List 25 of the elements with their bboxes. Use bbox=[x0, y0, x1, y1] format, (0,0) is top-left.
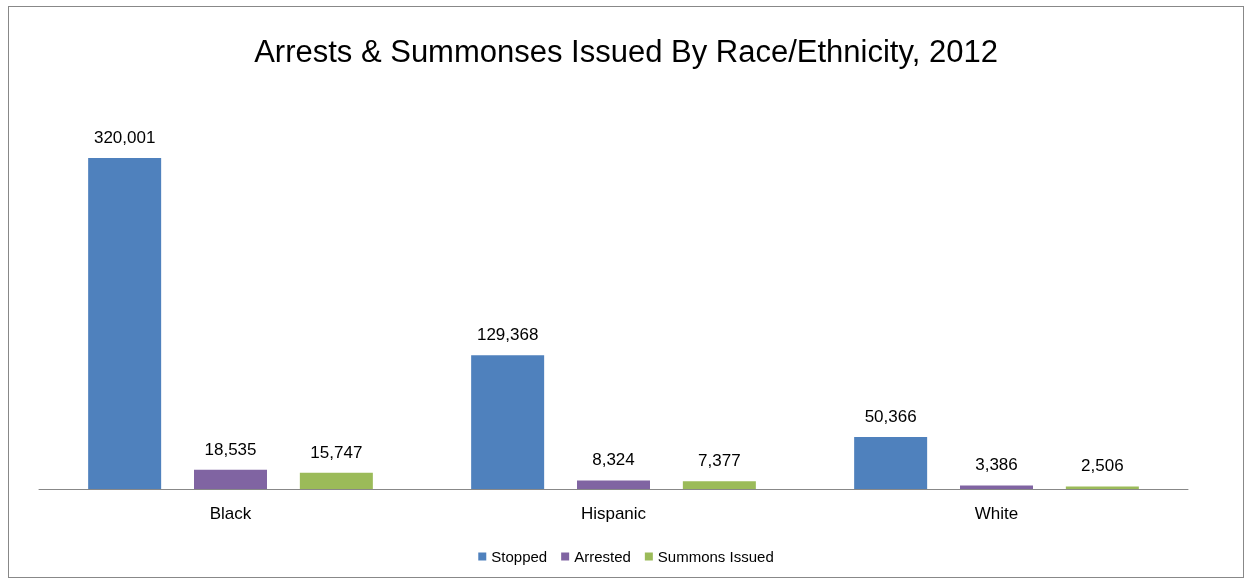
bar bbox=[960, 485, 1033, 489]
legend-label: Arrested bbox=[574, 548, 631, 565]
bar bbox=[194, 469, 267, 489]
bar bbox=[682, 481, 756, 489]
bar bbox=[88, 158, 162, 489]
data-label: 18,535 bbox=[204, 439, 257, 459]
x-tick-label: Black bbox=[209, 504, 252, 523]
data-label: 2,506 bbox=[1081, 456, 1124, 476]
data-label: 3,386 bbox=[975, 455, 1018, 475]
data-label: 320,001 bbox=[93, 128, 156, 148]
chart-title: Arrests & Summonses Issued By Race/Ethnicity, 2012 bbox=[254, 34, 998, 69]
data-label: 129,368 bbox=[476, 325, 539, 345]
data-label: 8,324 bbox=[592, 450, 635, 470]
bar bbox=[471, 355, 545, 489]
data-label: 7,377 bbox=[698, 451, 741, 471]
legend-label: Stopped bbox=[491, 548, 548, 565]
bar bbox=[577, 480, 650, 489]
bar bbox=[1065, 486, 1139, 489]
legend-label: Summons Issued bbox=[657, 548, 774, 565]
data-label: 50,366 bbox=[864, 406, 917, 426]
bar bbox=[299, 472, 373, 489]
data-label: 15,747 bbox=[310, 442, 363, 462]
x-tick-label: White bbox=[974, 504, 1019, 523]
x-tick-label: Hispanic bbox=[580, 504, 647, 523]
bar bbox=[854, 436, 928, 489]
